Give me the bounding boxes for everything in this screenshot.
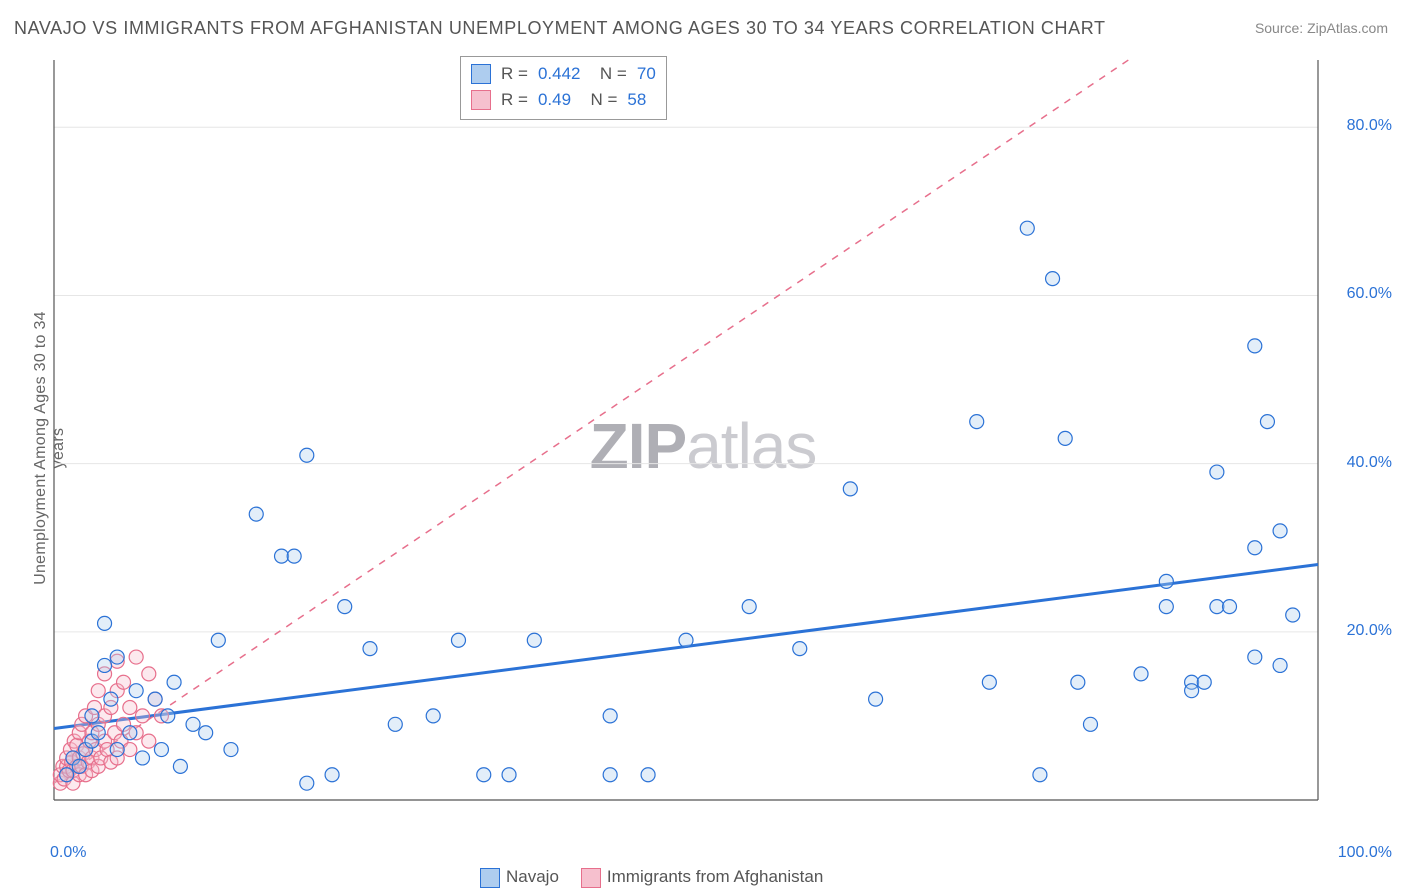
legend-label-navajo: Navajo (506, 867, 559, 886)
chart-container: NAVAJO VS IMMIGRANTS FROM AFGHANISTAN UN… (0, 0, 1406, 892)
legend-row-afghan: R = 0.49 N = 58 (471, 87, 656, 113)
scatter-chart-svg (52, 50, 1378, 830)
legend-r-label: R = (501, 61, 528, 87)
x-tick-100: 100.0% (1338, 844, 1392, 862)
chart-title: NAVAJO VS IMMIGRANTS FROM AFGHANISTAN UN… (14, 18, 1106, 39)
legend-swatch-afghan (471, 90, 491, 110)
correlation-legend: R = 0.442 N = 70 R = 0.49 N = 58 (460, 56, 667, 120)
legend-n-value-navajo: 70 (637, 61, 656, 87)
legend-r-value-navajo: 0.442 (538, 61, 581, 87)
legend-n-label: N = (590, 61, 626, 87)
legend-r-value-afghan: 0.49 (538, 87, 571, 113)
legend-item-navajo: Navajo (480, 867, 559, 888)
legend-n-label: N = (581, 87, 617, 113)
x-tick-0: 0.0% (50, 844, 86, 862)
series-legend: Navajo Immigrants from Afghanistan (480, 867, 823, 888)
source-attribution: Source: ZipAtlas.com (1255, 20, 1388, 36)
legend-swatch-navajo-bottom (480, 868, 500, 888)
legend-swatch-navajo (471, 64, 491, 84)
legend-row-navajo: R = 0.442 N = 70 (471, 61, 656, 87)
legend-item-afghan: Immigrants from Afghanistan (581, 867, 823, 888)
legend-r-label: R = (501, 87, 528, 113)
plot-area (52, 50, 1378, 830)
legend-swatch-afghan-bottom (581, 868, 601, 888)
legend-n-value-afghan: 58 (627, 87, 646, 113)
legend-label-afghan: Immigrants from Afghanistan (607, 867, 823, 886)
